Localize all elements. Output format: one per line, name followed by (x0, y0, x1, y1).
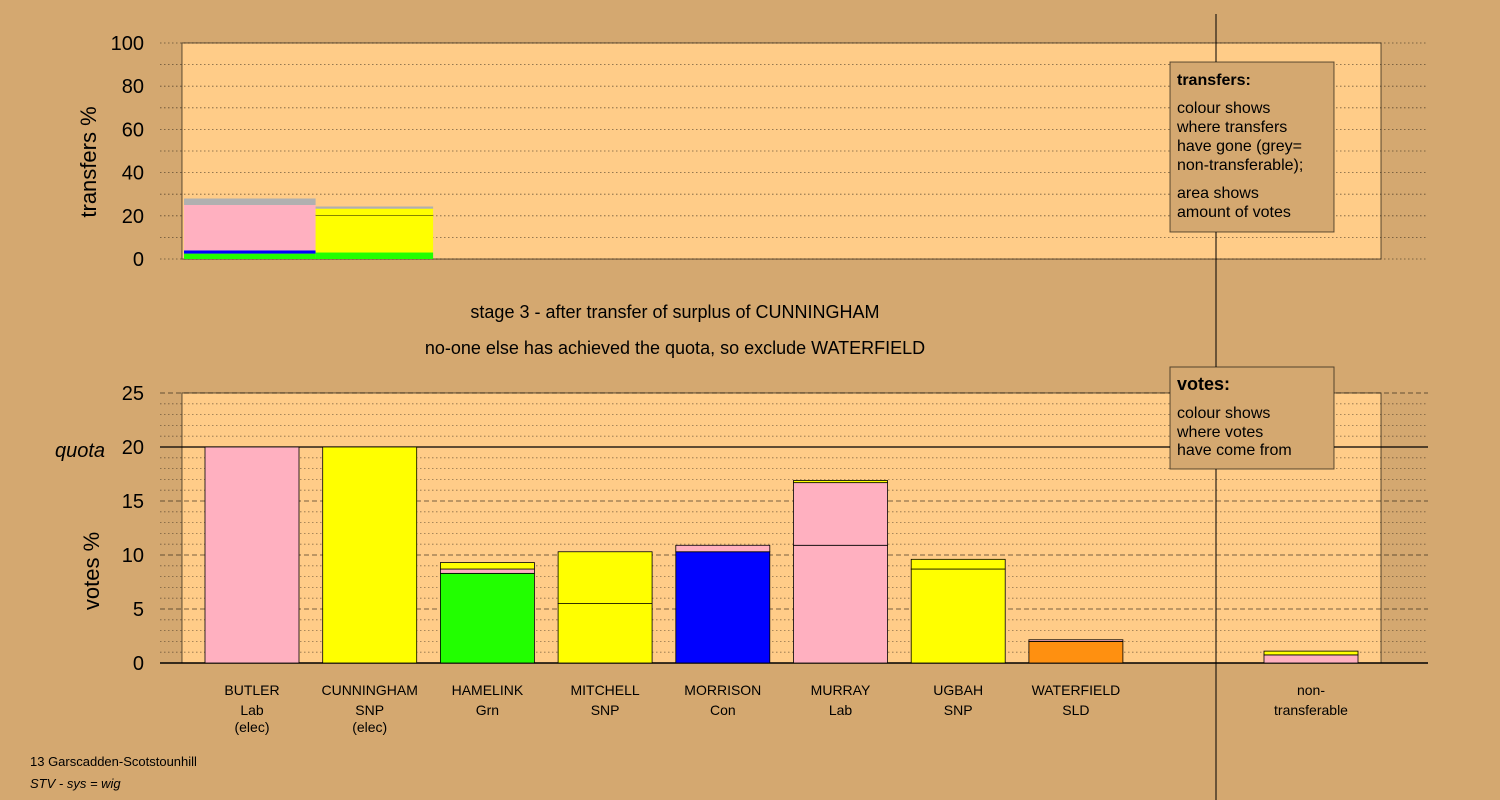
vote-segment (793, 480, 888, 484)
votes-legend: votes: colour shows where votes have com… (1169, 366, 1335, 470)
transfers-bars (184, 198, 434, 259)
vote-segment (322, 446, 418, 664)
y-tick-label: 0 (133, 249, 144, 271)
transfer-segment (315, 252, 434, 259)
transfers-legend: transfers: colour shows where transfers … (1169, 61, 1335, 233)
candidate-party: SNP (944, 702, 973, 718)
transfers-legend-line: colour shows (1177, 100, 1270, 117)
quota-label: quota (55, 440, 105, 462)
transfers-y-axis-label: transfers % (76, 106, 101, 217)
y-tick-label: 15 (122, 491, 144, 513)
stage-title: stage 3 - after transfer of surplus of C… (470, 302, 879, 322)
candidate-name: WATERFIELD (1032, 682, 1121, 698)
candidate-party: Grn (476, 702, 499, 718)
candidate-name: MITCHELL (570, 682, 639, 698)
transfer-segment (184, 198, 316, 205)
nontransferable-segment (1263, 650, 1359, 656)
votes-legend-line: colour shows (1177, 405, 1270, 422)
y-tick-label: 25 (122, 383, 144, 405)
transfers-y-ticks: 0 20 40 60 80 100 (111, 33, 144, 271)
vote-segment (1028, 641, 1124, 664)
candidate-name: HAMELINK (452, 682, 524, 698)
y-tick-label: 10 (122, 545, 144, 567)
transfer-segment (315, 215, 434, 253)
vote-segment (1028, 639, 1124, 642)
candidate-name: UGBAH (933, 682, 983, 698)
transfer-segment (184, 250, 316, 254)
votes-legend-line: where votes (1176, 424, 1263, 441)
y-tick-label: 40 (122, 163, 144, 185)
vote-segment (793, 544, 888, 664)
y-tick-label: 80 (122, 76, 144, 98)
vote-segment (557, 603, 653, 664)
candidate-name: BUTLER (224, 682, 279, 698)
candidate-status: (elec) (234, 719, 269, 735)
transfers-legend-line: have gone (grey= (1177, 138, 1302, 155)
vote-segment (439, 562, 535, 570)
y-tick-label: 0 (133, 653, 144, 675)
votes-legend-title: votes: (1177, 374, 1230, 394)
transfers-legend-title: transfers: (1177, 72, 1251, 89)
nontransferable-segment (1263, 654, 1359, 664)
y-tick-label: 5 (133, 599, 144, 621)
candidate-name: MORRISON (684, 682, 761, 698)
vote-segment (910, 558, 1006, 570)
candidate-party: Lab (829, 702, 853, 718)
transfers-legend-line: where transfers (1176, 119, 1287, 136)
candidate-party: SNP (591, 702, 620, 718)
nontransferable-label: transferable (1274, 702, 1348, 718)
transfer-segment (315, 206, 434, 209)
candidate-name: MURRAY (811, 682, 871, 698)
candidate-party: SNP (355, 702, 384, 718)
candidate-party: SLD (1062, 702, 1089, 718)
y-tick-label: 100 (111, 33, 144, 55)
vote-segment (439, 568, 535, 574)
candidate-name: CUNNINGHAM (321, 682, 417, 698)
transfers-legend-line: amount of votes (1177, 204, 1291, 221)
candidate-status: (elec) (352, 719, 387, 735)
vote-segment (204, 446, 300, 664)
votes-y-axis-label: votes % (79, 532, 104, 610)
vote-segment (675, 544, 771, 553)
constituency-label: 13 Garscadden-Scotstounhill (30, 754, 197, 769)
transfer-segment (184, 205, 316, 251)
candidate-party: Lab (240, 702, 264, 718)
votes-y-ticks: 0 5 10 15 20 25 (122, 383, 144, 675)
transfer-segment (184, 253, 316, 259)
candidate-party: Con (710, 702, 736, 718)
candidate-labels: BUTLERLab(elec)CUNNINGHAMSNP(elec)HAMELI… (224, 682, 1348, 735)
transfers-legend-line: non-transferable); (1177, 157, 1303, 174)
y-tick-label: 60 (122, 119, 144, 141)
votes-legend-line: have come from (1177, 442, 1292, 459)
vote-segment (910, 568, 1006, 664)
vote-segment (557, 551, 653, 605)
vote-segment (675, 551, 771, 664)
y-tick-label: 20 (122, 206, 144, 228)
stage-subtitle: no-one else has achieved the quota, so e… (425, 338, 925, 358)
transfers-legend-line: area shows (1177, 185, 1259, 202)
nontransferable-label: non- (1297, 682, 1325, 698)
y-tick-label: 20 (122, 437, 144, 459)
system-label: STV - sys = wig (30, 776, 121, 791)
transfer-segment (315, 208, 434, 216)
vote-segment (439, 572, 535, 664)
vote-segment (793, 482, 888, 546)
votes-bars (204, 446, 1359, 664)
